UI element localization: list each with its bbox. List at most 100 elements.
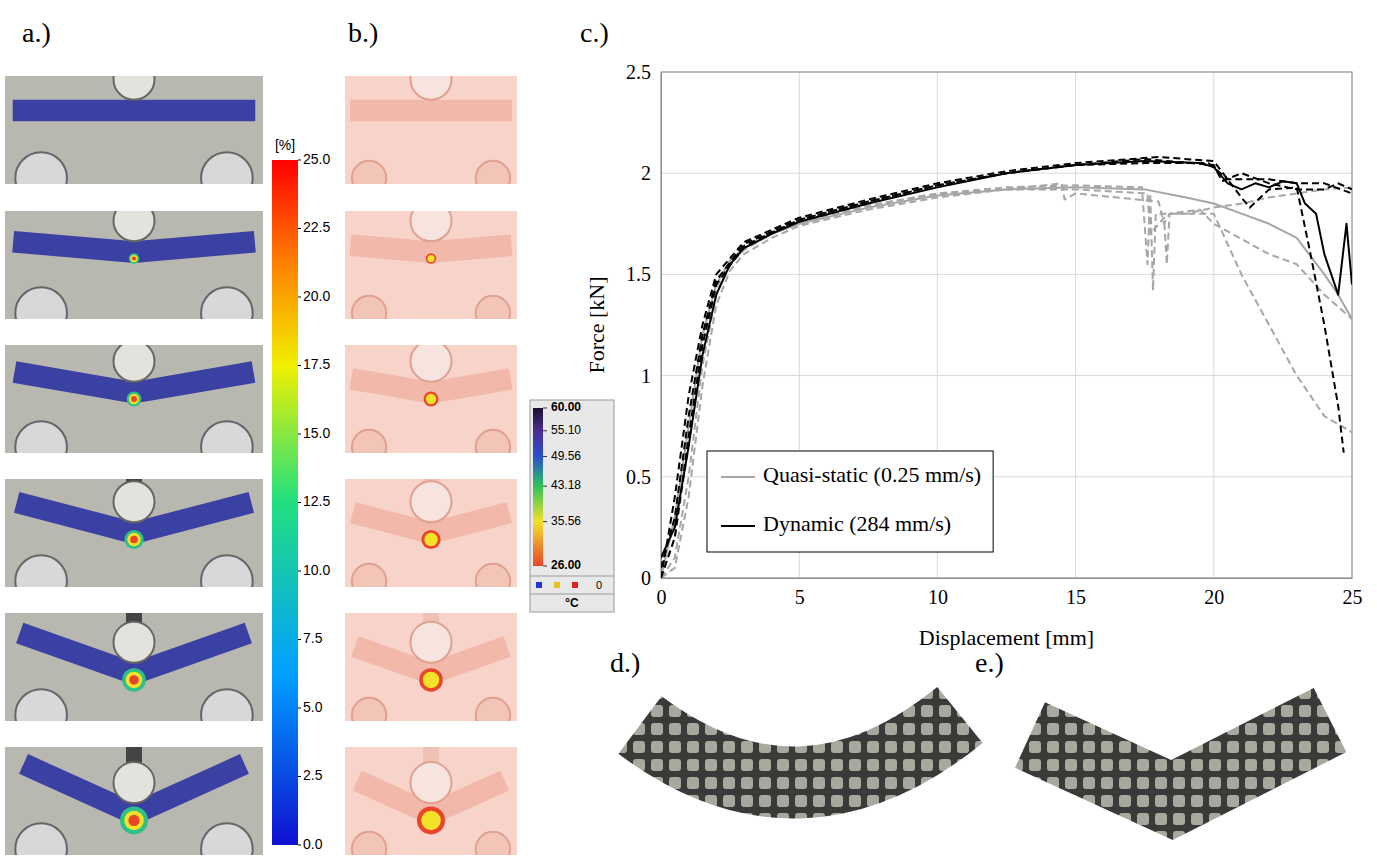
support-roller bbox=[476, 564, 510, 587]
panel-label: c.) bbox=[580, 17, 609, 48]
colorbar-tick-label: 20.0 bbox=[303, 288, 330, 304]
legend-swatch bbox=[721, 476, 755, 478]
y-axis: 00.511.522.5 bbox=[626, 61, 662, 589]
support-roller bbox=[476, 698, 510, 721]
photo-frame bbox=[5, 76, 263, 184]
figure: a.)b.)c.)d.)e.)[%]0.02.55.07.510.012.515… bbox=[0, 0, 1377, 858]
colorbar-tick bbox=[543, 430, 547, 431]
series-line bbox=[661, 157, 1344, 578]
loading-pin bbox=[113, 211, 154, 241]
colorbar-marker-swatch bbox=[554, 582, 560, 588]
colorbar-separator bbox=[530, 576, 614, 577]
x-axis: 0510152025 bbox=[657, 578, 1363, 608]
colorbar bbox=[533, 408, 543, 566]
colorbar-tick bbox=[543, 521, 547, 522]
colorbar-tick bbox=[298, 776, 301, 777]
y-tick-label: 2.5 bbox=[626, 61, 651, 83]
support-roller bbox=[352, 564, 386, 587]
hot-spot bbox=[124, 811, 144, 831]
hot-spot bbox=[426, 253, 436, 263]
colorbar-tick bbox=[543, 456, 547, 457]
colorbar-title: °C bbox=[565, 596, 579, 610]
colorbar-tick-label: 25.0 bbox=[303, 151, 330, 167]
plot-frame bbox=[661, 72, 1352, 578]
colorbar-tick-label: 0.0 bbox=[303, 836, 323, 852]
grid-line bbox=[661, 375, 1352, 376]
legend-box bbox=[707, 451, 993, 552]
support-roller bbox=[15, 287, 67, 319]
colorbar-tick-label: 35.56 bbox=[551, 514, 581, 528]
colorbar-tick bbox=[298, 228, 301, 229]
colorbar-tick-label: 55.10 bbox=[551, 423, 581, 437]
support-roller bbox=[352, 832, 386, 855]
colorbar-marker-count: 0 bbox=[596, 579, 602, 591]
colorbar bbox=[272, 160, 298, 845]
loading-pin bbox=[113, 481, 154, 522]
colorbar-tick bbox=[298, 502, 301, 503]
x-axis-title: Displacement [mm] bbox=[919, 625, 1094, 650]
photo-frame bbox=[5, 211, 263, 319]
support-roller bbox=[476, 430, 510, 453]
colorbar-tick bbox=[543, 566, 547, 567]
grid bbox=[661, 72, 1352, 578]
colorbar-tick bbox=[298, 708, 301, 709]
hot-spot bbox=[421, 530, 440, 549]
support-roller bbox=[201, 421, 253, 453]
hot-spot bbox=[129, 253, 139, 263]
x-tick-label: 25 bbox=[1343, 586, 1363, 608]
panel-label: b.) bbox=[348, 17, 378, 48]
colorbar-tick-label: 5.0 bbox=[303, 699, 323, 715]
hot-spot bbox=[424, 392, 439, 407]
hot-spot bbox=[129, 675, 138, 684]
axis-line bbox=[661, 73, 662, 579]
colorbar-tick-label: 10.0 bbox=[303, 562, 330, 578]
series-line bbox=[661, 189, 1352, 578]
y-tick-label: 0.5 bbox=[626, 466, 651, 488]
colorbar-tick-label: 15.0 bbox=[303, 425, 330, 441]
photo-frame bbox=[345, 747, 517, 855]
colorbar-title: [%] bbox=[275, 137, 295, 153]
series-line bbox=[661, 183, 1352, 578]
grid-line bbox=[661, 274, 1352, 275]
support-roller bbox=[201, 152, 253, 184]
hot-spot bbox=[421, 811, 441, 831]
hot-spot bbox=[427, 255, 434, 262]
x-tick-label: 5 bbox=[795, 586, 805, 608]
hot-spot bbox=[132, 256, 136, 260]
support-roller bbox=[201, 689, 253, 721]
support-roller bbox=[15, 555, 67, 587]
support-roller bbox=[15, 152, 67, 184]
hot-spot bbox=[424, 533, 437, 546]
colorbar-tick-label: 12.5 bbox=[303, 493, 330, 509]
loading-pin bbox=[410, 481, 451, 522]
loading-pin bbox=[113, 762, 154, 803]
panel-label: e.) bbox=[975, 647, 1004, 678]
y-tick: 2 bbox=[641, 162, 661, 184]
photo-frame bbox=[345, 613, 517, 721]
legend-swatch bbox=[721, 525, 755, 527]
beam bbox=[13, 242, 255, 252]
photo-frame bbox=[345, 479, 517, 587]
support-roller bbox=[352, 161, 386, 184]
photo-frame bbox=[345, 345, 517, 453]
loading-pin bbox=[410, 622, 451, 663]
support-roller bbox=[15, 689, 67, 721]
grid-line bbox=[1213, 72, 1214, 578]
photo-frame bbox=[5, 747, 263, 855]
loading-pin bbox=[113, 76, 154, 100]
loading-post bbox=[423, 747, 439, 763]
x-tick: 25 bbox=[1343, 578, 1363, 608]
loading-pin bbox=[410, 762, 451, 803]
support-roller bbox=[352, 430, 386, 453]
hot-spot bbox=[127, 392, 142, 407]
y-tick-label: 0 bbox=[641, 567, 651, 589]
y-axis-title: Force [kN] bbox=[584, 276, 609, 373]
specimen-photo bbox=[1030, 720, 1330, 800]
colorbar-tick bbox=[298, 571, 301, 572]
beam bbox=[350, 100, 512, 122]
y-tick: 1 bbox=[641, 365, 661, 387]
colorbar-tick bbox=[543, 486, 547, 487]
support-roller bbox=[352, 698, 386, 721]
colorbar-tick bbox=[298, 297, 301, 298]
series-group bbox=[661, 157, 1352, 578]
